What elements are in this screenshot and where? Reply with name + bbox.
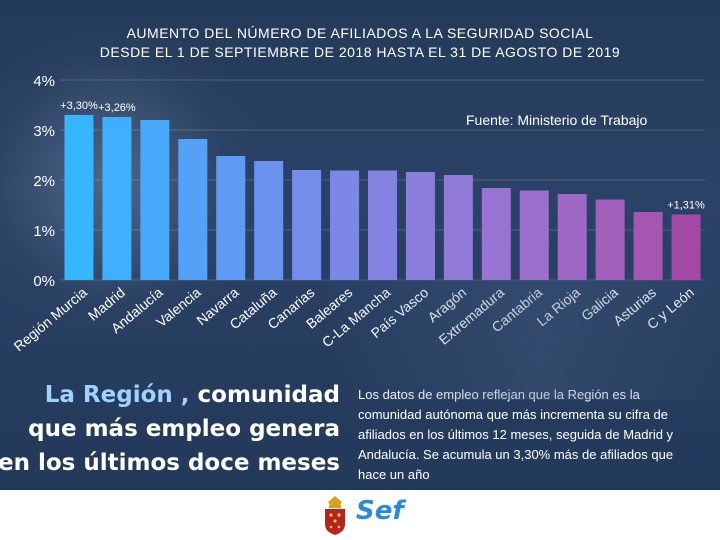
x-tick-label: La Rioja	[533, 284, 583, 329]
bar	[330, 170, 360, 280]
headline-line3: en los últimos doce meses	[0, 450, 340, 476]
chart-subtitle: DESDE EL 1 DE SEPTIEMBRE DE 2018 HASTA E…	[99, 44, 621, 60]
bar	[595, 199, 625, 280]
chart-bars	[64, 115, 701, 280]
headline-highlight: La Región ,	[44, 382, 190, 408]
y-tick-label: 3%	[33, 123, 55, 140]
headline: La Región , comunidad que más empleo gen…	[0, 378, 340, 480]
bar	[443, 175, 473, 280]
chart-source: Fuente: Ministerio de Trabajo	[466, 112, 648, 128]
murcia-crest-icon	[325, 496, 345, 535]
bar	[405, 172, 435, 280]
bar	[102, 117, 132, 280]
bar	[368, 170, 397, 280]
x-tick-label: País Vasco	[368, 284, 432, 341]
bar	[292, 170, 322, 280]
data-label: +3,26%	[98, 102, 136, 114]
x-tick-label: Extremadura	[436, 284, 508, 348]
bar	[178, 139, 208, 280]
infographic-panel: AUMENTO DEL NÚMERO DE AFILIADOS A LA SEG…	[0, 0, 720, 490]
y-tick-label: 4%	[33, 73, 55, 90]
bar	[557, 194, 587, 280]
x-tick-label: Cantabria	[488, 284, 545, 335]
y-tick-label: 2%	[33, 173, 55, 190]
bar	[64, 115, 94, 280]
sef-logo: Sef	[356, 496, 404, 526]
y-tick-label: 0%	[33, 273, 55, 290]
y-tick-label: 1%	[33, 223, 55, 240]
chart-title: AUMENTO DEL NÚMERO DE AFILIADOS A LA SEG…	[126, 25, 594, 41]
bar	[633, 212, 663, 280]
x-tick-label: C-La Mancha	[319, 284, 394, 350]
bar	[519, 190, 549, 280]
description-text: Los datos de empleo reflejan que la Regi…	[358, 387, 674, 482]
x-tick-label: C y León	[644, 284, 697, 332]
headline-line1-rest: comunidad	[189, 382, 341, 408]
bar	[671, 214, 701, 280]
x-tick-label: Región Murcia	[10, 284, 90, 354]
x-tick-label: Galicia	[578, 284, 621, 324]
bar	[140, 120, 170, 280]
data-label: +3,30%	[60, 100, 98, 112]
footer: Sef	[0, 490, 720, 540]
bar	[481, 188, 511, 280]
bar	[216, 156, 246, 280]
bar	[254, 161, 284, 280]
x-tick-label: Asturias	[610, 284, 659, 329]
headline-line2: que más empleo genera	[28, 416, 340, 442]
data-label: +1,31%	[667, 200, 705, 212]
x-tick-label: Aragón	[424, 284, 469, 325]
